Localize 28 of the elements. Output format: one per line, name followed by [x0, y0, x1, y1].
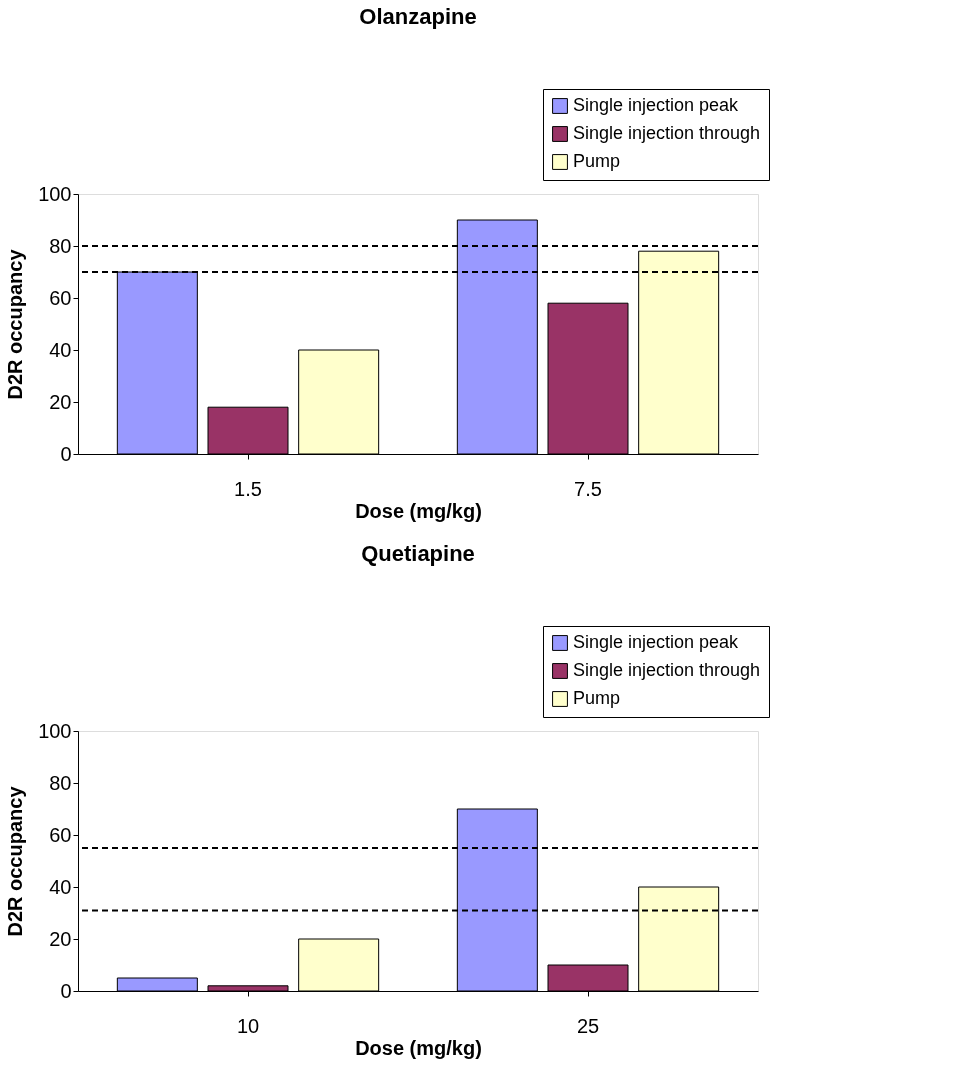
x-tick-label: 10: [236, 1014, 260, 1037]
legend-label: Pump: [573, 151, 621, 171]
y-tick-label: 40: [49, 338, 72, 361]
legend-label: Single injection peak: [573, 632, 740, 652]
y-tick-label: 40: [49, 875, 72, 898]
y-tick-label: 100: [38, 182, 72, 205]
y-axis-title: D2R occupancy: [4, 248, 27, 400]
legend-label: Single injection through: [573, 660, 761, 680]
y-tick-label: 80: [49, 234, 72, 257]
y-axis-title: D2R occupancy: [4, 785, 27, 937]
y-tick-label: 0: [60, 442, 72, 465]
y-tick-label: 80: [49, 771, 72, 794]
legend-label: Single injection through: [573, 123, 761, 143]
y-tick-label: 60: [49, 823, 72, 846]
chart-title: Quetiapine: [361, 540, 475, 566]
y-tick-label: 100: [38, 719, 72, 742]
x-axis-title: Dose (mg/kg): [355, 1036, 482, 1059]
legend-label: Single injection peak: [573, 95, 740, 115]
y-tick-label: 0: [60, 979, 72, 1002]
legend-label: Pump: [573, 688, 621, 708]
y-tick-label: 20: [49, 927, 72, 950]
y-tick-label: 20: [49, 390, 72, 413]
x-tick-label: 7.5: [574, 477, 602, 500]
x-axis-title: Dose (mg/kg): [355, 499, 482, 522]
x-tick-label: 25: [576, 1014, 600, 1037]
y-tick-label: 60: [49, 286, 72, 309]
x-tick-label: 1.5: [234, 477, 262, 500]
chart-title: Olanzapine: [359, 3, 477, 29]
